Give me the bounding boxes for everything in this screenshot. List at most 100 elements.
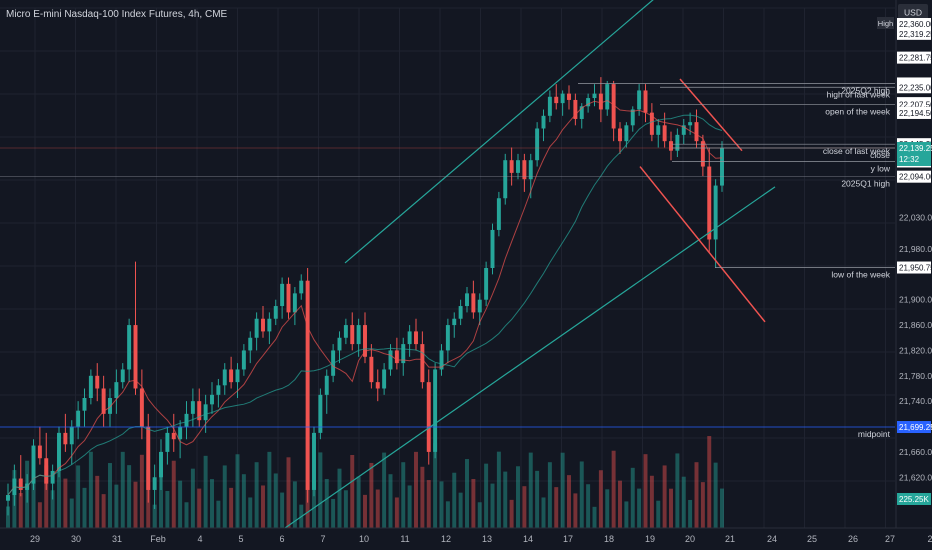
volume-bar: [643, 454, 648, 528]
volume-bar: [681, 476, 686, 528]
descending-channel-top: [679, 78, 743, 152]
candle-body: [229, 369, 234, 383]
x-tick-label: Feb: [150, 534, 166, 544]
volume-bar: [82, 487, 87, 528]
volume-bar: [471, 479, 476, 528]
candle-body: [618, 128, 622, 142]
volume-bar: [484, 463, 489, 528]
volume-bar: [133, 481, 138, 528]
price-tag: [897, 81, 931, 94]
candle-body: [401, 344, 406, 364]
candle-body: [528, 160, 533, 180]
volume-bar: [598, 470, 603, 528]
candle-body: [82, 398, 87, 411]
volume-bar: [210, 479, 214, 528]
candle-body: [675, 134, 680, 151]
candle-body: [509, 160, 514, 173]
volume-bar: [388, 474, 393, 528]
candle-body: [165, 432, 170, 452]
candle-body: [88, 375, 93, 398]
upper-channel-line: [344, 0, 654, 264]
candle-body: [280, 283, 285, 307]
descending-channel-bottom: [639, 166, 766, 323]
volume-bar: [261, 485, 265, 528]
candle-body: [273, 306, 278, 319]
candle-body: [541, 115, 546, 129]
volume-bar: [567, 475, 571, 528]
volume-bar: [171, 460, 176, 528]
price-tag-label: 22,319.25: [899, 30, 932, 39]
level-label: high of last week: [827, 89, 891, 99]
volume-bar: [343, 490, 348, 528]
candle-body: [637, 90, 642, 110]
x-tick-label: 18: [604, 534, 614, 544]
candle-body: [299, 280, 304, 294]
time-axis: [0, 528, 932, 550]
y-tick-label: 21,980.00: [899, 244, 932, 254]
candle-body: [241, 350, 246, 370]
volume-bar: [280, 492, 285, 528]
volume-bar: [445, 501, 450, 528]
candle-body: [394, 350, 399, 364]
x-tick-label: 5: [238, 534, 243, 544]
volume-bar: [108, 463, 112, 528]
volume-bar: [165, 491, 170, 528]
volume-bar: [554, 487, 559, 528]
volume-bar: [6, 506, 10, 528]
x-tick-label: 26: [848, 534, 858, 544]
level-label: open of the week: [825, 107, 890, 117]
volume-bar: [394, 497, 399, 528]
candle-body: [203, 404, 208, 421]
candle-body: [210, 394, 214, 405]
volume-bar: [516, 466, 520, 528]
volume-bar: [496, 451, 501, 528]
y-tick-label: 21,860.00: [899, 320, 932, 330]
currency-label: USD: [904, 8, 922, 18]
candle-body: [171, 432, 176, 440]
volume-bar: [88, 451, 93, 528]
candle-body: [31, 445, 36, 484]
volume-bar: [159, 467, 163, 528]
currency-badge[interactable]: [898, 4, 928, 20]
candle-body: [343, 325, 348, 338]
volume-bar: [630, 467, 635, 528]
volume-bar: [694, 462, 699, 528]
volume-bar: [139, 454, 144, 528]
volume-bar: [57, 450, 61, 528]
volume-bar: [477, 502, 482, 528]
volume-bar: [407, 485, 412, 528]
candle-body: [388, 350, 393, 370]
y-tick-label: 21,620.00: [899, 472, 932, 482]
volume-bar: [248, 497, 253, 528]
volume-bar: [675, 453, 680, 528]
volume-bar: [318, 452, 323, 528]
candle-body: [50, 470, 55, 484]
candle-body: [688, 122, 693, 126]
candle-body: [433, 369, 438, 452]
y-tick-label: 21,660.00: [899, 447, 932, 457]
candle-body: [76, 410, 81, 427]
level-label: close: [870, 150, 890, 160]
x-tick-label: 21: [725, 534, 735, 544]
candle-body: [152, 477, 157, 490]
grid: [0, 7, 927, 528]
current-price-label: 22,139.25: [899, 144, 932, 153]
candle-body: [643, 90, 648, 113]
candle-body: [656, 125, 661, 135]
volume-bar: [37, 502, 42, 528]
candle-body: [407, 331, 412, 345]
x-tick-label: 17: [563, 534, 573, 544]
volume-bars: [6, 419, 724, 528]
candle-body: [127, 325, 132, 370]
volume-bar: [324, 479, 329, 528]
candle-body: [37, 445, 42, 459]
volume-bar: [286, 457, 291, 528]
volume-bar: [465, 459, 469, 528]
candle-body: [178, 426, 183, 440]
candle-body: [382, 369, 387, 389]
level-label: midpoint: [858, 429, 891, 439]
candle-body: [292, 293, 297, 313]
chart-title: Micro E-mini Nasdaq-100 Index Futures, 4…: [6, 9, 228, 20]
